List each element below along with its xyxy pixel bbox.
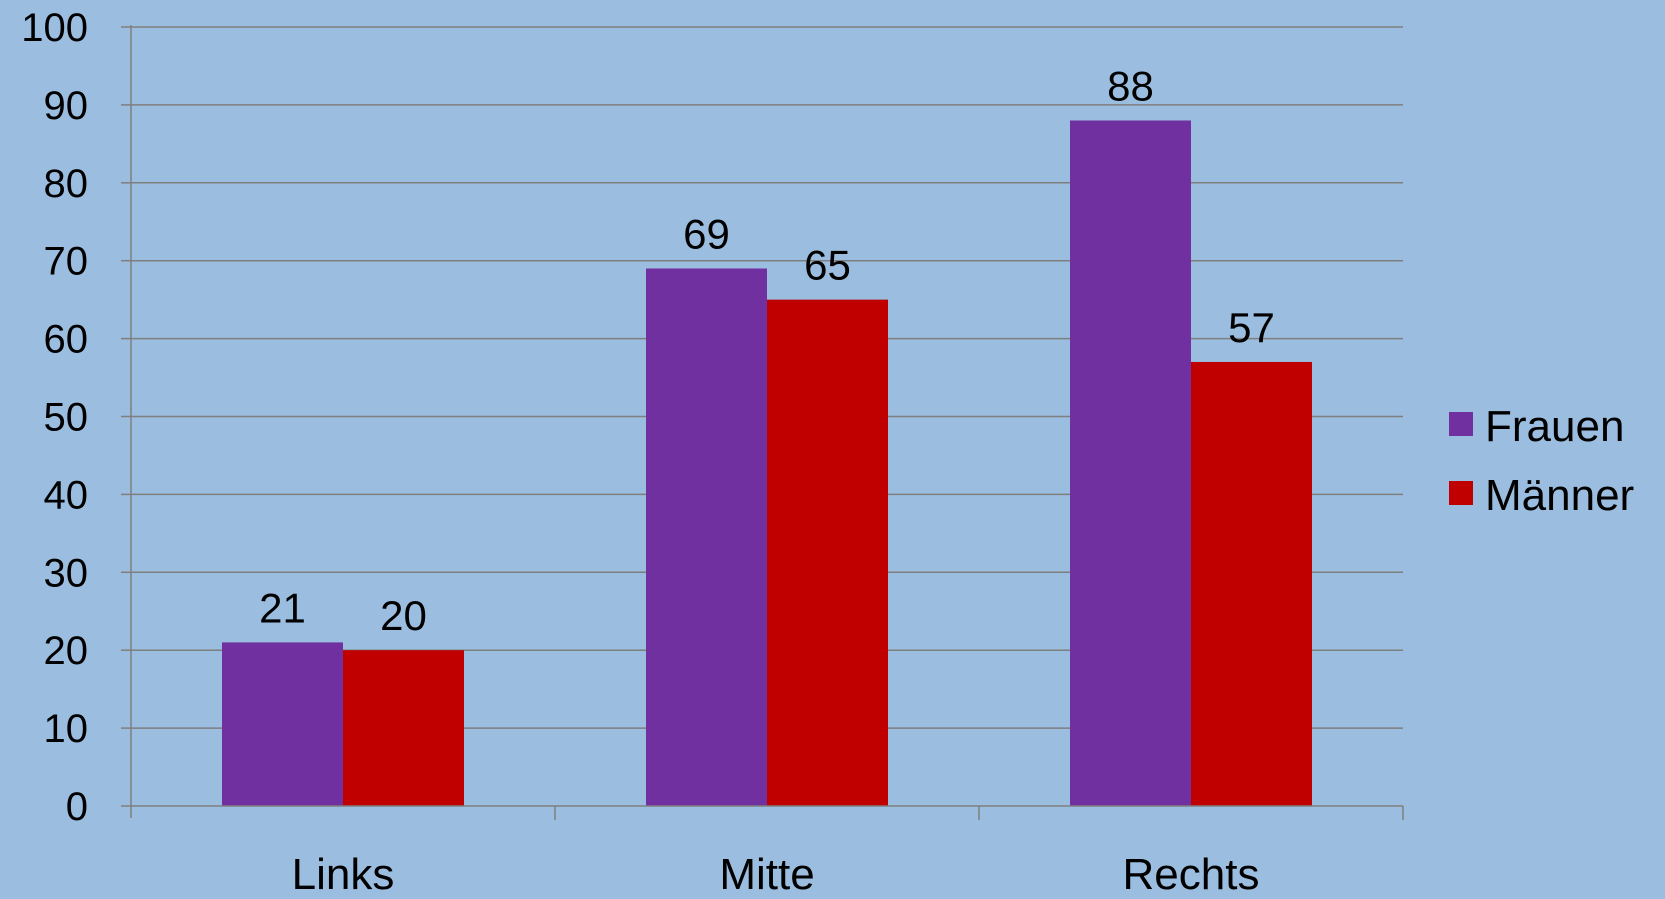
legend-label: Männer [1485, 471, 1634, 520]
bar-männer-mitte [767, 299, 888, 806]
data-labels: 21 20 69 65 88 57 [259, 62, 1275, 639]
data-label: 57 [1228, 304, 1275, 351]
y-tick-label: 70 [44, 240, 89, 284]
y-tick-label: 40 [44, 473, 89, 517]
x-category-label: Rechts [1123, 850, 1260, 899]
data-label: 65 [804, 242, 851, 289]
legend-swatch-männer [1449, 481, 1473, 505]
legend-swatch-frauen [1449, 412, 1473, 436]
bar-männer-rechts [1191, 361, 1312, 806]
data-label: 20 [380, 592, 427, 639]
y-tick-label: 0 [66, 785, 88, 829]
y-tick-label: 50 [44, 396, 89, 440]
data-label: 88 [1107, 62, 1154, 109]
legend-label: Frauen [1485, 402, 1624, 451]
data-label: 69 [683, 210, 730, 257]
y-tick-label: 80 [44, 162, 89, 206]
x-category-label: Links [292, 850, 395, 899]
axes [121, 25, 1404, 820]
x-axis-categories: Links Mitte Rechts [292, 850, 1260, 899]
y-axis-ticks: 0 10 20 30 40 50 60 70 80 90 100 [21, 6, 88, 829]
bars [222, 120, 1312, 807]
bar-frauen-mitte [646, 268, 767, 806]
y-tick-label: 30 [44, 551, 89, 595]
bar-männer-links [343, 650, 464, 806]
legend: Frauen Männer [1449, 402, 1634, 520]
y-tick-label: 60 [44, 318, 89, 362]
bar-frauen-links [222, 642, 343, 806]
bar-frauen-rechts [1070, 120, 1191, 807]
y-tick-label: 100 [21, 6, 88, 50]
x-category-label: Mitte [719, 850, 814, 899]
y-tick-label: 90 [44, 84, 89, 128]
y-tick-label: 10 [44, 707, 89, 751]
data-label: 21 [259, 584, 306, 631]
y-tick-label: 20 [44, 629, 89, 673]
